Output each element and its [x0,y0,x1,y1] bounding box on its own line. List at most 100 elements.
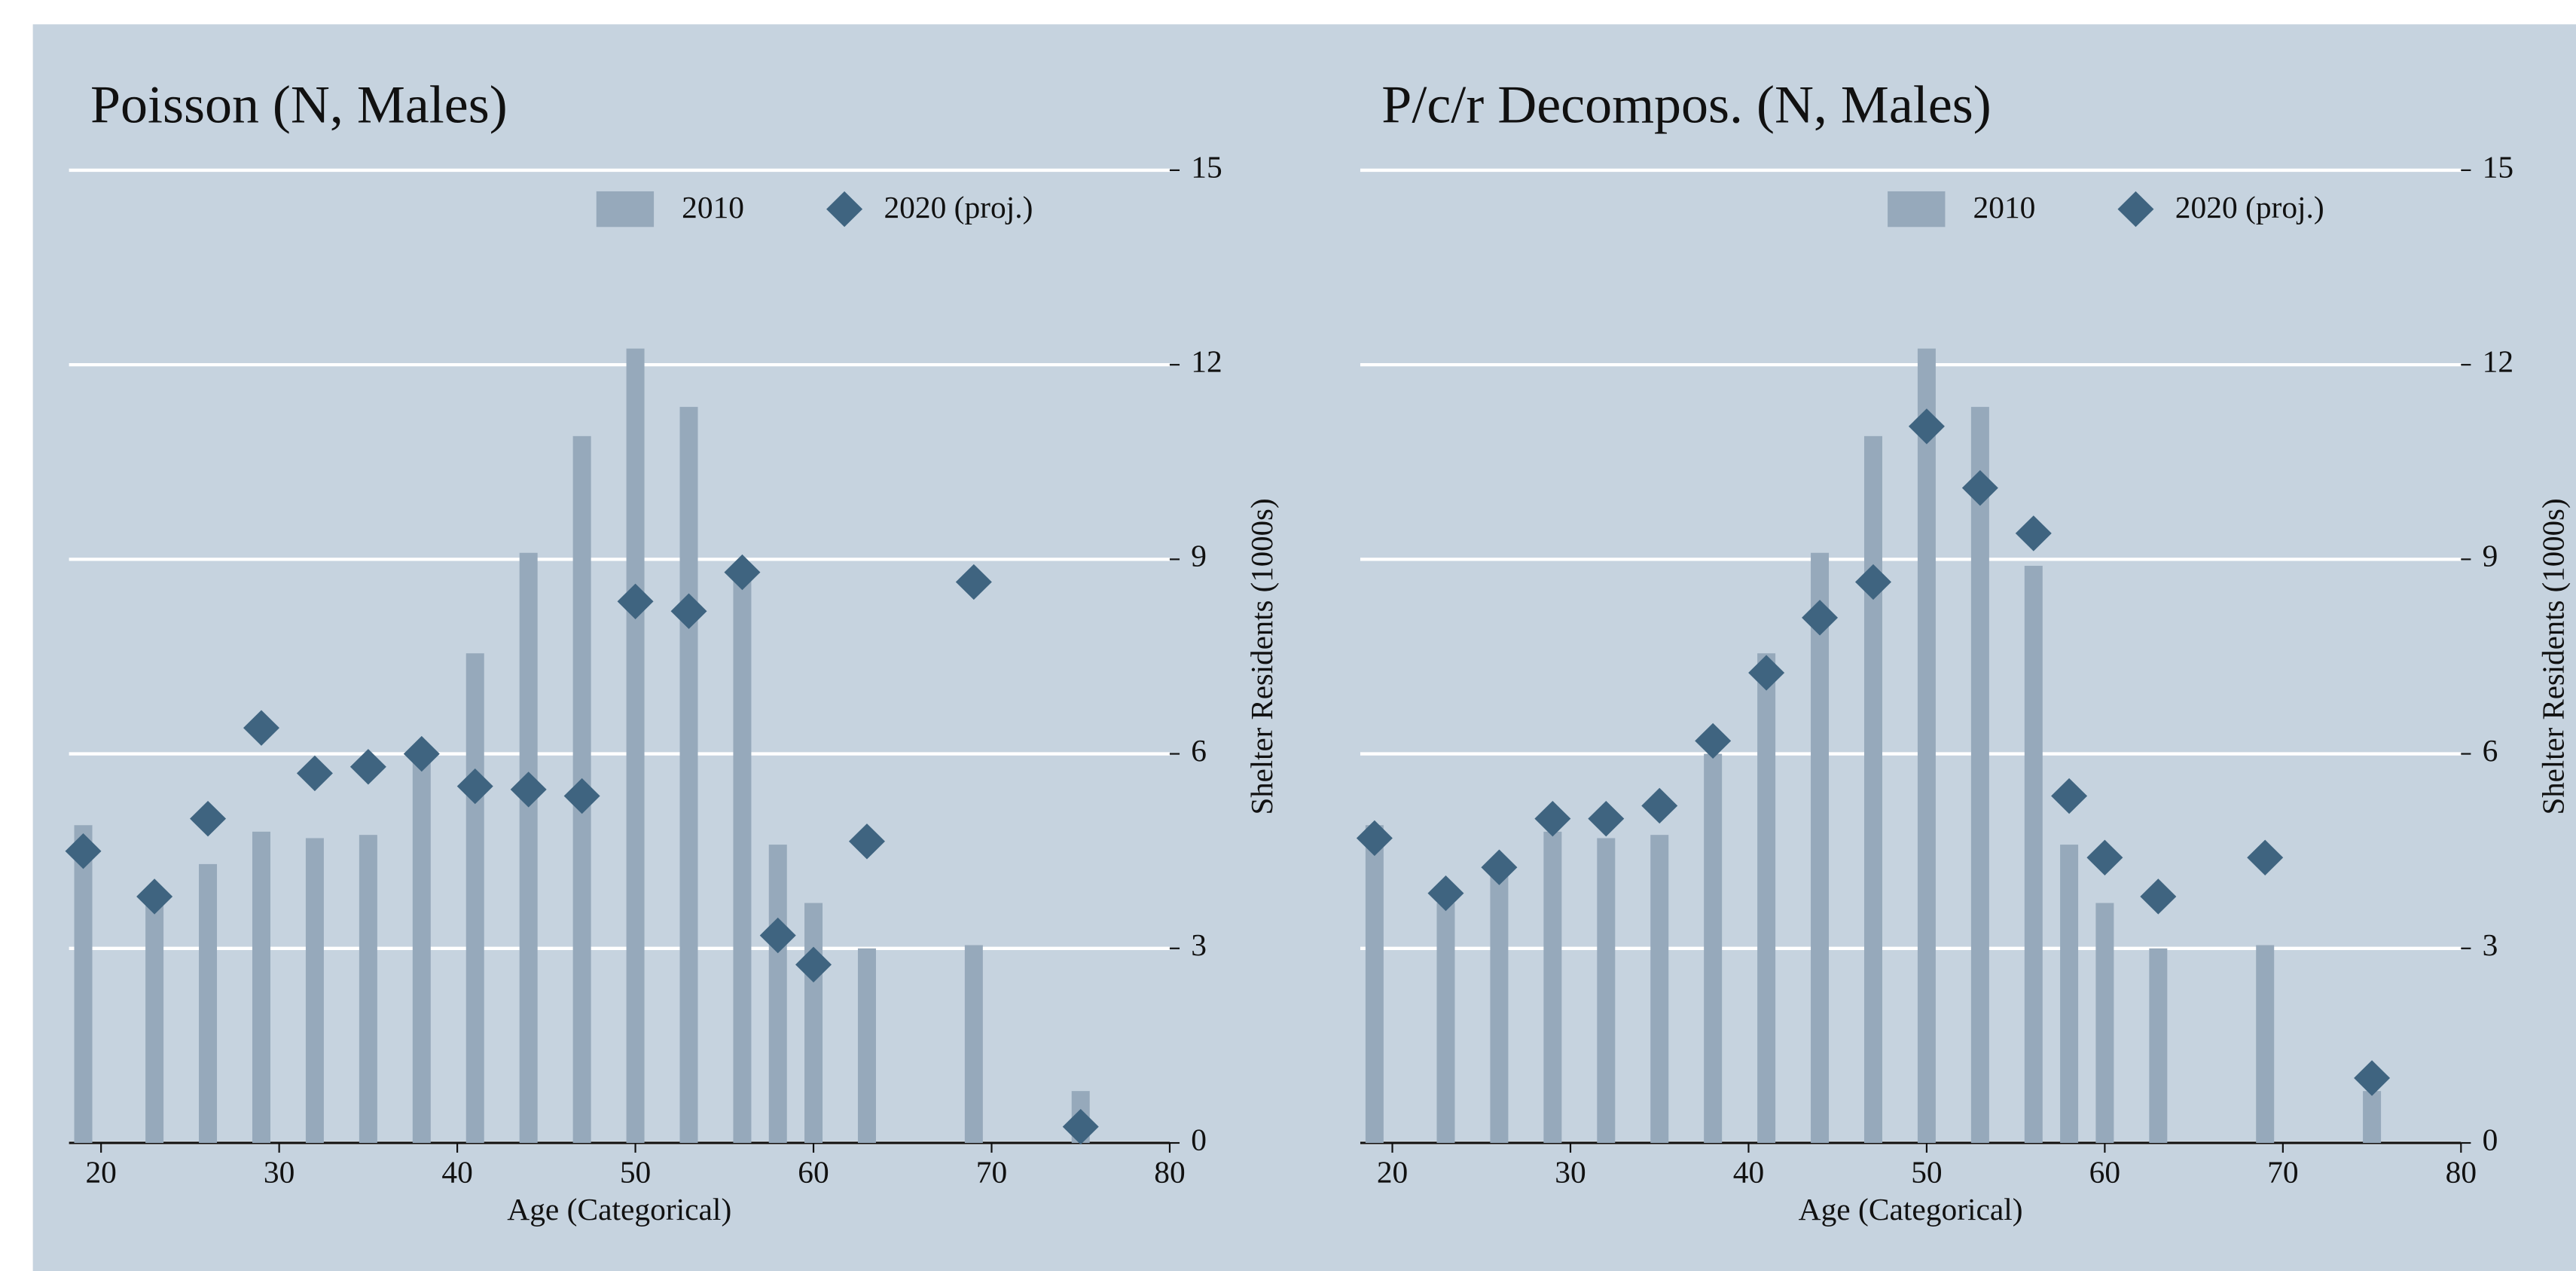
legend-swatch [596,191,655,228]
marker [617,583,654,619]
bar [2256,945,2275,1144]
bar [964,945,983,1144]
bar [1917,348,1936,1144]
bar [679,407,698,1144]
x-tick-label: 20 [85,1155,116,1190]
bar [1490,863,1509,1144]
x-tick-label: 50 [620,1155,651,1190]
bar [359,835,377,1144]
bar [804,903,823,1144]
bar [2363,1091,2382,1144]
bar [74,825,93,1144]
marker [955,564,992,600]
marker [190,800,227,837]
x-tick-label: 40 [1733,1155,1764,1190]
marker [65,833,102,869]
marker [456,768,493,805]
y-axis-label: Shelter Residents (1000s) [2535,498,2571,814]
marker [848,823,885,860]
y-tick-label: 12 [2483,344,2513,379]
bar [252,831,270,1144]
marker [2140,878,2177,915]
marker [1481,849,1518,885]
legend-swatch [2117,191,2154,228]
marker [1427,875,1464,912]
bar [1970,407,1989,1144]
bar [145,903,164,1144]
marker [2247,839,2284,875]
y-tick-label: 6 [2483,733,2498,768]
x-tick-label: 50 [1911,1155,1942,1190]
marker [2354,1060,2391,1096]
x-tick-label: 20 [1377,1155,1408,1190]
bar [199,863,218,1144]
y-tick-label: 12 [1191,344,1222,379]
marker [1854,564,1891,600]
x-tick-label: 40 [441,1155,472,1190]
legend-swatch [826,191,863,228]
bar [519,552,538,1144]
x-tick-label: 70 [976,1155,1007,1190]
marker [563,778,600,814]
bar [2060,845,2079,1144]
y-tick-label: 3 [1191,927,1207,962]
bar [1863,435,1882,1144]
x-tick-label: 60 [2089,1155,2120,1190]
bar [305,838,324,1144]
bar [2095,903,2114,1144]
marker [1356,820,1393,857]
bar [626,348,645,1144]
marker [1908,408,1945,445]
marker [1748,655,1785,691]
marker [2086,839,2123,875]
marker [759,917,796,954]
bar [768,845,787,1144]
x-tick-label: 80 [2446,1155,2477,1190]
marker [1961,470,1998,506]
bar [733,565,752,1144]
y-tick-label: 3 [2483,927,2498,962]
x-axis-label: Age (Categorical) [507,1192,731,1227]
bar [1543,831,1562,1144]
x-tick-label: 70 [2267,1155,2298,1190]
marker [2051,778,2088,814]
legend-label: 2010 [1973,190,2036,225]
bar [1650,835,1669,1144]
marker [1695,723,1732,759]
marker [670,593,707,629]
y-tick-label: 9 [1191,539,1207,573]
chart-title: Poisson (N, Males) [90,75,508,134]
bar [1704,753,1723,1144]
legend-label: 2020 (proj.) [2175,190,2324,225]
marker [795,946,832,982]
y-axis-label: Shelter Residents (1000s) [1244,498,1280,814]
y-tick-label: 15 [2483,150,2513,185]
marker [2015,515,2052,551]
y-tick-label: 0 [2483,1123,2498,1157]
bar [2149,948,2168,1144]
legend-swatch [1888,191,1946,228]
x-tick-label: 60 [798,1155,829,1190]
y-tick-label: 15 [1191,150,1222,185]
y-tick-label: 6 [1191,733,1207,768]
x-tick-label: 80 [1154,1155,1185,1190]
x-axis-label: Age (Categorical) [1799,1192,2023,1227]
bar [1436,903,1455,1144]
chart-title: P/c/r Decompos. (N, Males) [1381,75,1991,134]
bar [1597,838,1616,1144]
marker [1062,1108,1099,1145]
legend-label: 2010 [682,190,744,225]
legend-label: 2020 (proj.) [884,190,1033,225]
bar [857,948,876,1144]
bar [1811,552,1830,1144]
marker [724,554,761,591]
marker [1802,600,1839,636]
bar [1365,825,1384,1144]
bar [2024,565,2043,1144]
bar [412,753,431,1144]
marker [296,755,333,792]
bar [465,653,484,1144]
y-tick-label: 0 [1191,1123,1207,1157]
